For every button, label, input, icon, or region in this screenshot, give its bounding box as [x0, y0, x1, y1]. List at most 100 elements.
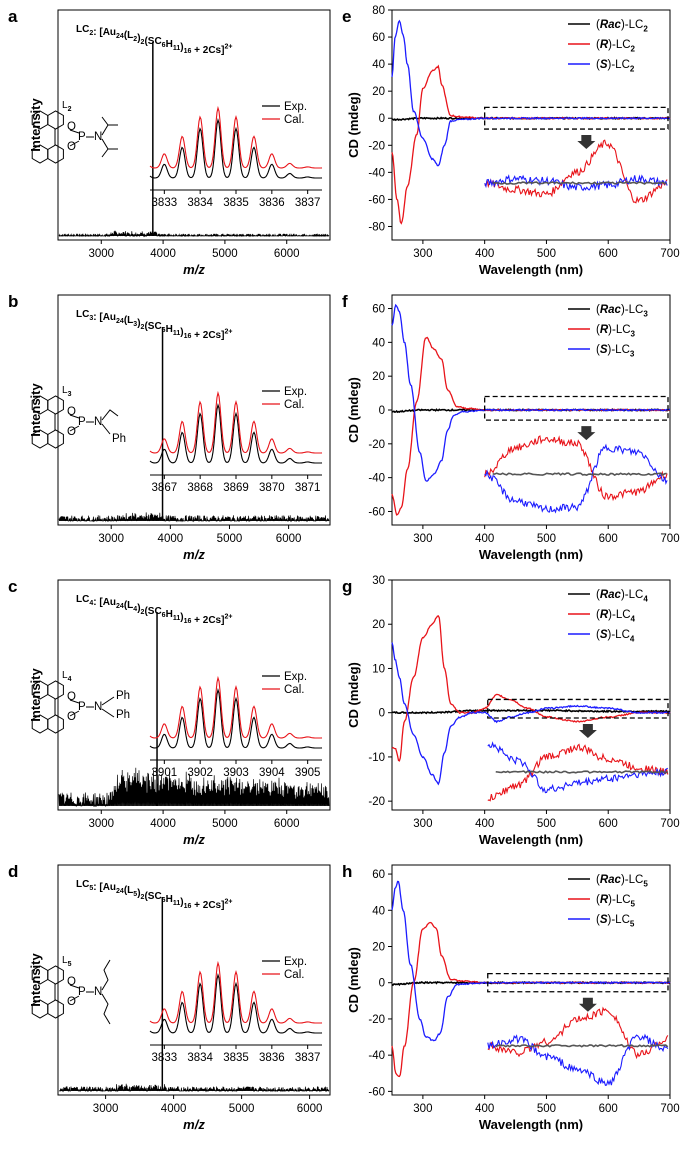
- ms-title-formula-part: (SC: [144, 891, 161, 902]
- x-tick-label: 3000: [88, 248, 114, 260]
- legend-label: (Rac)-LC5: [596, 874, 648, 888]
- panel-letter: g: [342, 577, 352, 596]
- plot-frame: [57, 9, 331, 241]
- ms-title-formula-part: (L: [124, 885, 133, 896]
- legend-exp-label: Exp.: [284, 956, 307, 968]
- cd-series-line: [391, 921, 671, 1078]
- y-tick-label: 0: [379, 978, 385, 990]
- ms-title-formula-part: H: [166, 39, 173, 50]
- ms-title-formula-part: H: [166, 894, 173, 905]
- x-axis-label-part: m/z: [183, 262, 205, 277]
- y-tick-label: 10: [372, 663, 385, 675]
- ms-title-formula-part: + 2Cs]: [191, 45, 224, 56]
- ms-title-formula-part: ): [180, 897, 183, 908]
- ms-title-formula-part: 2+: [224, 899, 232, 906]
- y-tick-label: -20: [368, 140, 385, 152]
- y-tick-label: 40: [372, 59, 385, 71]
- legend-label-part: (: [596, 894, 600, 906]
- inset-cal-line: [149, 390, 323, 454]
- ms-title-formula-part: + 2Cs]: [191, 330, 224, 341]
- legend-label-part: )-LC: [621, 874, 643, 886]
- legend-label-part: )-LC: [608, 894, 630, 906]
- ligand-label-part: 5: [68, 961, 72, 968]
- ms-title-formula-part: 11: [173, 615, 181, 622]
- x-tick-label: 4000: [150, 818, 176, 830]
- cd-series-line: [391, 642, 671, 786]
- zoom-series-s: [487, 741, 669, 794]
- y-tick-label: 20: [372, 619, 385, 631]
- cd-series-line: [391, 336, 671, 516]
- x-tick-label: 500: [537, 533, 556, 545]
- legend-label-part: R: [600, 609, 609, 621]
- zoom-series-rac: [492, 181, 667, 185]
- x-tick-label: 4000: [150, 248, 176, 260]
- x-axis-label: m/z: [183, 1117, 205, 1132]
- panel-letter: h: [342, 862, 352, 881]
- ligand-structure: OOP N L5: [31, 955, 111, 1025]
- ms-title-formula-part: 24: [116, 33, 124, 40]
- legend-label-part: R: [600, 894, 609, 906]
- y-tick-label: 60: [372, 869, 385, 881]
- legend-label-part: )-LC: [608, 609, 630, 621]
- inset-x-tick-label: 3867: [152, 482, 178, 494]
- plot-frame: [391, 9, 671, 241]
- x-axis-label: Wavelength (nm): [479, 547, 583, 562]
- x-axis-label: Wavelength (nm): [479, 262, 583, 277]
- o-p-bond: [69, 710, 80, 717]
- x-tick-label: 600: [599, 533, 618, 545]
- plot-frame: [57, 294, 331, 526]
- cd-panel-h: 300 400 500 600 700 -60 -40 -20 0 20 40 60 Wavelengt…: [342, 862, 680, 1132]
- inset-x-tick-label: 3902: [187, 767, 213, 779]
- x-axis-label: m/z: [183, 547, 205, 562]
- ms-title-formula-part: (L: [124, 600, 133, 611]
- legend-label-part: )-LC: [608, 629, 630, 641]
- panel-letter: b: [8, 292, 18, 311]
- ring-bond: [47, 965, 64, 985]
- ms-title-formula-part: 16: [184, 48, 192, 55]
- ethyl-bond: [101, 409, 119, 421]
- x-axis-label: m/z: [183, 262, 205, 277]
- ms-title-formula-part: LC: [76, 24, 89, 35]
- y-tick-label: 80: [372, 5, 385, 17]
- ms-title-formula-part: 2: [89, 30, 93, 37]
- legend-cal-label: Cal.: [284, 684, 304, 696]
- ms-title-formula-part: (L: [124, 315, 133, 326]
- legend-label-part: (: [596, 629, 600, 641]
- x-tick-label: 300: [413, 248, 432, 260]
- ms-title-formula-part: + 2Cs]: [191, 615, 224, 626]
- atom-n: N: [94, 416, 102, 428]
- legend-label-part: )-LC: [621, 19, 643, 31]
- legend-label: (R)-LC5: [596, 894, 636, 908]
- x-tick-label: 300: [413, 818, 432, 830]
- y-tick-label: 20: [372, 941, 385, 953]
- inset-exp-line: [149, 402, 323, 464]
- legend-label-part: 5: [630, 919, 635, 928]
- zoom-series-s: [484, 443, 668, 514]
- legend-label: (Rac)-LC3: [596, 304, 648, 318]
- ring-bond: [47, 110, 64, 130]
- y-axis-label: CD (mdeg): [346, 947, 361, 1013]
- ms-title-formula: LC5: [Au24(L5)2(SC6H11)16 + 2Cs]2+: [76, 879, 232, 911]
- ligand-label-part: 4: [68, 676, 72, 683]
- legend-label-part: 5: [643, 879, 648, 888]
- x-tick-label: 600: [599, 248, 618, 260]
- panel-letter: f: [342, 292, 348, 311]
- o-p-bond: [69, 425, 80, 432]
- y-tick-label: -40: [368, 167, 385, 179]
- legend-label-part: (: [596, 874, 600, 886]
- ms-title-formula-part: 6: [162, 327, 166, 334]
- inset-x-tick-label: 3903: [223, 767, 249, 779]
- y-tick-label: 20: [372, 371, 385, 383]
- x-tick-label: 600: [599, 818, 618, 830]
- legend-label-part: Rac: [600, 19, 622, 31]
- plot-frame: [391, 579, 671, 811]
- ms-title-formula-part: 6: [162, 897, 166, 904]
- legend-label-part: S: [600, 914, 608, 926]
- zoom-box: [484, 395, 669, 421]
- ring-bond: [47, 429, 64, 449]
- legend-label-part: )-LC: [621, 304, 643, 316]
- cd-series-line: [391, 303, 671, 482]
